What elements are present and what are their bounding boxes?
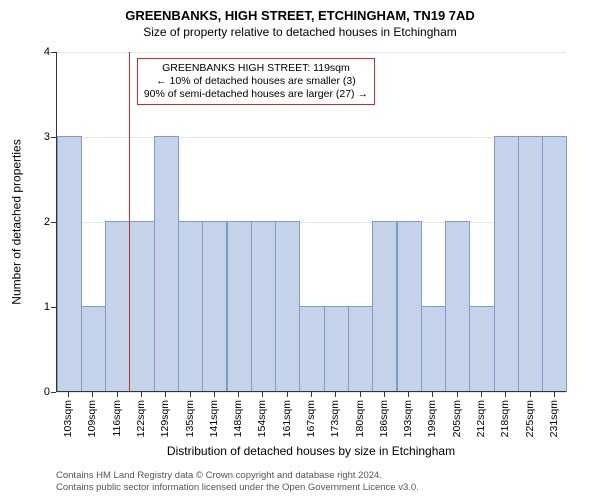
- bar: [421, 306, 446, 392]
- x-tick-label: 161sqm: [281, 400, 293, 437]
- footer-attribution: Contains HM Land Registry data © Crown c…: [56, 470, 419, 494]
- bar: [129, 221, 154, 392]
- bar: [275, 221, 300, 392]
- x-tick-label: 231sqm: [548, 400, 560, 437]
- x-tick: [432, 392, 433, 397]
- x-tick: [481, 392, 482, 397]
- y-axis-line: [56, 52, 57, 392]
- x-axis-line: [56, 391, 566, 392]
- x-tick-label: 116sqm: [111, 400, 123, 437]
- bar: [372, 221, 397, 392]
- bar: [445, 221, 470, 392]
- x-tick-label: 122sqm: [135, 400, 147, 437]
- x-tick: [287, 392, 288, 397]
- y-tick: [51, 392, 56, 393]
- x-tick-label: 103sqm: [62, 400, 74, 437]
- x-tick: [165, 392, 166, 397]
- bar: [202, 221, 227, 392]
- annotation-box: GREENBANKS HIGH STREET: 119sqm← 10% of d…: [137, 58, 375, 105]
- plot-area: 01234103sqm109sqm116sqm122sqm129sqm135sq…: [56, 52, 566, 392]
- x-tick: [238, 392, 239, 397]
- x-tick-label: 154sqm: [256, 400, 268, 437]
- footer-line-1: Contains HM Land Registry data © Crown c…: [56, 470, 419, 482]
- bar: [154, 136, 179, 392]
- annotation-line: 90% of semi-detached houses are larger (…: [144, 88, 368, 101]
- x-tick: [505, 392, 506, 397]
- x-tick-label: 193sqm: [402, 400, 414, 437]
- gridline: [56, 52, 566, 53]
- x-tick: [408, 392, 409, 397]
- chart-subtitle: Size of property relative to detached ho…: [0, 23, 600, 43]
- y-tick-label: 4: [44, 46, 50, 58]
- x-tick-label: 218sqm: [499, 400, 511, 437]
- x-tick: [360, 392, 361, 397]
- bar: [324, 306, 349, 392]
- chart-title: GREENBANKS, HIGH STREET, ETCHINGHAM, TN1…: [0, 0, 600, 23]
- x-tick-label: 186sqm: [378, 400, 390, 437]
- x-tick-label: 205sqm: [451, 400, 463, 437]
- x-tick: [68, 392, 69, 397]
- gridline: [56, 137, 566, 138]
- x-axis-label: Distribution of detached houses by size …: [56, 444, 566, 458]
- marker-line: [129, 52, 131, 392]
- bar: [518, 136, 543, 392]
- x-tick-label: 167sqm: [305, 400, 317, 437]
- bar: [251, 221, 276, 392]
- y-tick-label: 2: [44, 216, 50, 228]
- chart-area: 01234103sqm109sqm116sqm122sqm129sqm135sq…: [56, 52, 566, 392]
- bar: [105, 221, 130, 392]
- bar: [469, 306, 494, 392]
- x-tick: [117, 392, 118, 397]
- x-tick-label: 212sqm: [475, 400, 487, 437]
- x-tick: [190, 392, 191, 397]
- bar: [81, 306, 106, 392]
- x-tick-label: 225sqm: [524, 400, 536, 437]
- bar: [227, 221, 252, 392]
- bar: [348, 306, 373, 392]
- x-tick-label: 135sqm: [184, 400, 196, 437]
- x-tick-label: 199sqm: [426, 400, 438, 437]
- x-tick: [530, 392, 531, 397]
- y-axis-label: Number of detached properties: [10, 52, 24, 392]
- bar: [178, 221, 203, 392]
- annotation-line: GREENBANKS HIGH STREET: 119sqm: [144, 62, 368, 75]
- x-tick: [262, 392, 263, 397]
- x-tick-label: 109sqm: [86, 400, 98, 437]
- x-tick: [214, 392, 215, 397]
- x-tick-label: 180sqm: [354, 400, 366, 437]
- footer-line-2: Contains public sector information licen…: [56, 482, 419, 494]
- bar: [494, 136, 519, 392]
- y-tick-label: 0: [44, 386, 50, 398]
- figure-container: GREENBANKS, HIGH STREET, ETCHINGHAM, TN1…: [0, 0, 600, 500]
- x-tick: [141, 392, 142, 397]
- bar: [57, 136, 82, 392]
- x-tick-label: 173sqm: [329, 400, 341, 437]
- x-tick: [554, 392, 555, 397]
- bar: [397, 221, 422, 392]
- x-tick-label: 129sqm: [159, 400, 171, 437]
- bar: [299, 306, 324, 392]
- x-tick-label: 148sqm: [232, 400, 244, 437]
- bar: [542, 136, 567, 392]
- x-tick: [457, 392, 458, 397]
- annotation-line: ← 10% of detached houses are smaller (3): [144, 75, 368, 88]
- y-tick-label: 1: [44, 301, 50, 313]
- x-tick: [92, 392, 93, 397]
- x-tick: [311, 392, 312, 397]
- x-tick-label: 141sqm: [208, 400, 220, 437]
- x-tick: [335, 392, 336, 397]
- y-tick-label: 3: [44, 131, 50, 143]
- x-tick: [384, 392, 385, 397]
